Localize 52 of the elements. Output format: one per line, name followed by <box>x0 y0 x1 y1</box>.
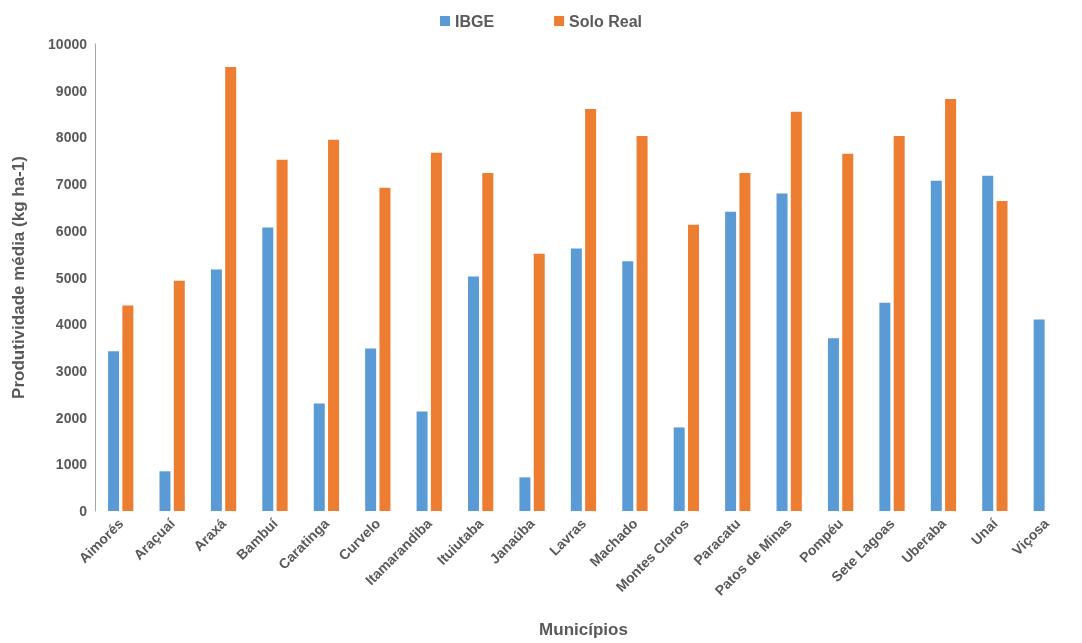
bar <box>313 403 325 511</box>
bar <box>108 351 120 511</box>
bar <box>468 276 480 511</box>
bar <box>276 159 288 511</box>
y-tick-label: 0 <box>79 503 88 519</box>
bar <box>585 108 597 511</box>
y-tick-label: 2000 <box>55 409 88 426</box>
bar <box>210 269 222 511</box>
legend-label: Solo Real <box>569 12 643 30</box>
bar <box>945 99 957 511</box>
y-axis-title: Produtividade média (kg ha-1) <box>9 156 28 399</box>
bar <box>122 305 134 511</box>
bar <box>379 187 391 511</box>
bar <box>430 152 442 511</box>
bar <box>827 338 839 511</box>
bar <box>482 172 494 511</box>
y-tick-label: 3000 <box>55 362 88 379</box>
bar <box>673 427 685 511</box>
bar <box>725 211 737 511</box>
bar <box>687 224 699 511</box>
bar <box>519 477 531 511</box>
bar <box>328 139 340 511</box>
bar <box>225 66 237 511</box>
bar <box>533 253 545 511</box>
bar <box>893 136 905 511</box>
y-tick-label: 6000 <box>55 222 88 239</box>
y-tick-label: 7000 <box>55 176 88 193</box>
bar <box>570 248 582 511</box>
legend-label: IBGE <box>454 12 495 30</box>
bar <box>996 200 1008 511</box>
bar <box>930 180 942 511</box>
y-tick-label: 4000 <box>55 316 88 333</box>
y-tick-label: 9000 <box>55 82 88 99</box>
bar <box>776 193 788 511</box>
bar <box>262 227 274 511</box>
bar <box>842 153 854 511</box>
bar <box>416 411 428 511</box>
bar <box>365 348 377 511</box>
bar <box>173 280 185 511</box>
y-tick-label: 1000 <box>55 456 88 473</box>
bar <box>982 175 994 511</box>
bar <box>622 261 634 511</box>
y-tick-label: 5000 <box>55 269 88 286</box>
bar <box>790 111 802 511</box>
y-tick-label: 8000 <box>55 129 88 146</box>
y-tick-label: 10000 <box>48 36 88 52</box>
bar <box>739 172 751 511</box>
bar <box>636 136 648 511</box>
bar <box>159 471 171 511</box>
bar <box>879 302 891 511</box>
bar <box>1033 319 1045 511</box>
x-axis-title: Municípios <box>539 620 628 639</box>
